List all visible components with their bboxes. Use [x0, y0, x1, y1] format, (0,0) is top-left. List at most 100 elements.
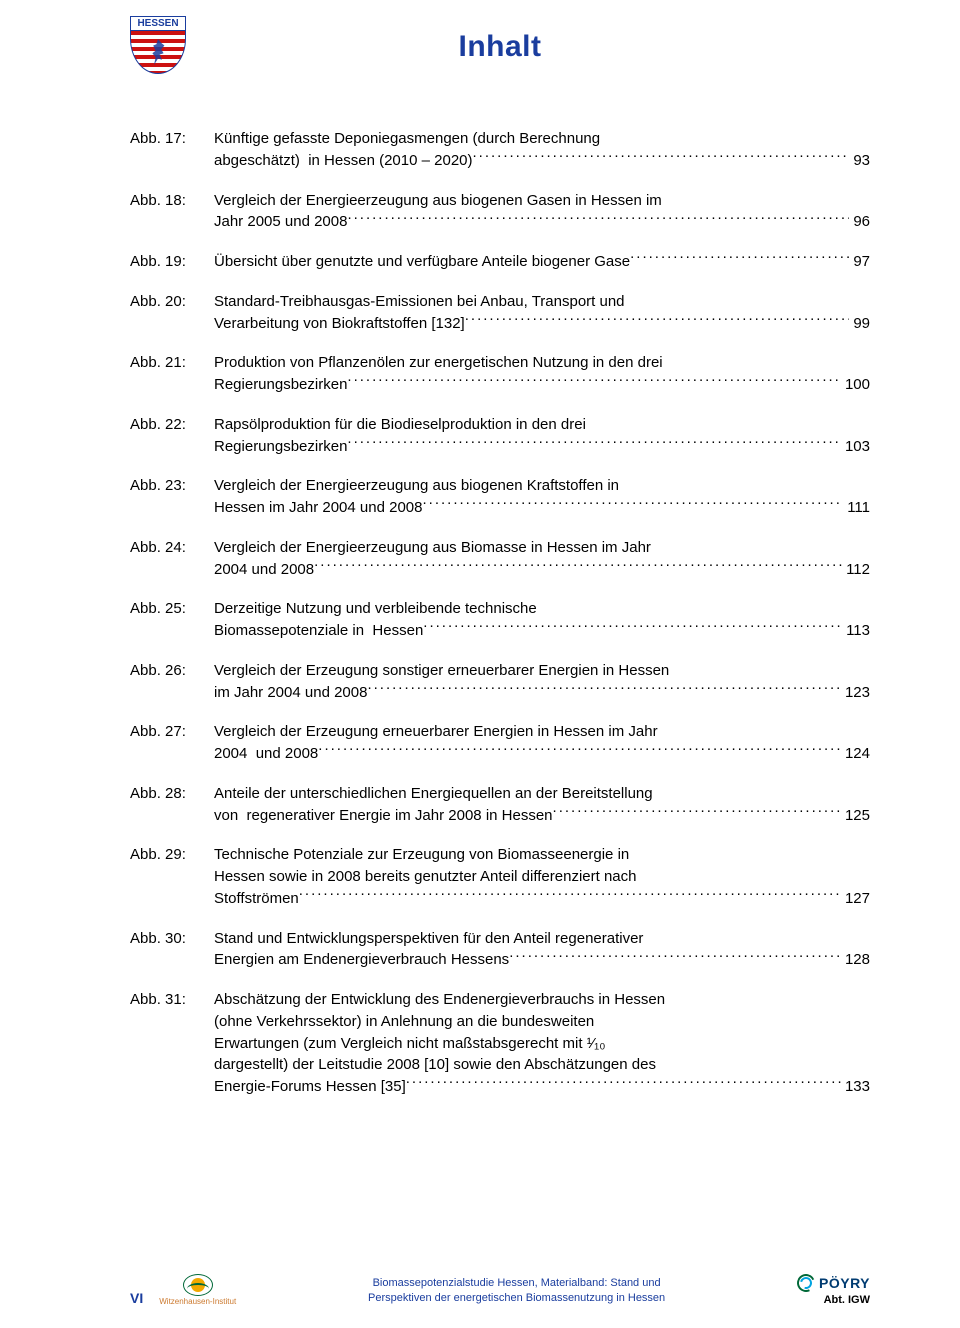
toc-entry-last-row: Übersicht über genutzte und verfügbare A… — [214, 251, 870, 273]
toc-entry-last-row: Hessen im Jahr 2004 und 2008 111 — [214, 497, 870, 519]
toc-entry-last-row: Regierungsbezirken 100 — [214, 374, 870, 396]
toc-entry-last-row: im Jahr 2004 und 2008 123 — [214, 682, 870, 704]
hessen-crest-icon: HESSEN — [130, 16, 186, 78]
footer-center-line1: Biomassepotenzialstudie Hessen, Material… — [236, 1276, 797, 1291]
toc-entry-last-text: Biomassepotenziale in Hessen — [214, 620, 423, 642]
toc-entry-label: Abb. 28: — [130, 783, 214, 805]
witzenhausen-logo-icon: Witzenhausen-Institut — [159, 1274, 236, 1306]
toc-entry-page: 93 — [849, 150, 870, 172]
toc-entry-line: Vergleich der Erzeugung sonstiger erneue… — [214, 660, 870, 682]
toc-entry-body: Vergleich der Energieerzeugung aus bioge… — [214, 475, 870, 519]
dot-leader — [367, 682, 841, 697]
toc-entry-label: Abb. 19: — [130, 251, 214, 273]
toc-entry-body: Vergleich der Erzeugung sonstiger erneue… — [214, 660, 870, 704]
toc-entry-last-text: Hessen im Jahr 2004 und 2008 — [214, 497, 422, 519]
toc-entry: Abb. 29:Technische Potenziale zur Erzeug… — [130, 844, 870, 909]
toc-entry-line: Vergleich der Energieerzeugung aus Bioma… — [214, 537, 870, 559]
page-number: VI — [130, 1290, 143, 1306]
toc-entry-label: Abb. 24: — [130, 537, 214, 559]
toc-entry-body: Vergleich der Energieerzeugung aus Bioma… — [214, 537, 870, 581]
toc-entry-page: 128 — [841, 949, 870, 971]
toc-entry: Abb. 22:Rapsölproduktion für die Biodies… — [130, 414, 870, 458]
footer-right: PÖYRY Abt. IGW — [797, 1274, 870, 1306]
toc-entry-last-text: im Jahr 2004 und 2008 — [214, 682, 367, 704]
poyry-swirl-icon — [797, 1274, 815, 1292]
toc-entry: Abb. 17:Künftige gefasste Deponiegasmeng… — [130, 128, 870, 172]
toc-entry-body: Anteile der unterschiedlichen Energieque… — [214, 783, 870, 827]
toc-entry-page: 100 — [841, 374, 870, 396]
toc-entry-last-text: Energien am Endenergieverbrauch Hessens — [214, 949, 509, 971]
crest-label: HESSEN — [130, 16, 186, 30]
dot-leader — [314, 559, 842, 574]
dot-leader — [423, 620, 842, 635]
toc-entry-last-text: abgeschätzt) in Hessen (2010 – 2020) — [214, 150, 473, 172]
dot-leader — [553, 805, 841, 820]
toc-entry-last-row: Energie-Forums Hessen [35] 133 — [214, 1076, 870, 1098]
toc-entry-last-text: Verarbeitung von Biokraftstoffen [132] — [214, 313, 465, 335]
toc-entry-page: 96 — [849, 211, 870, 233]
toc-entry-body: Derzeitige Nutzung und verbleibende tech… — [214, 598, 870, 642]
poyry-logo: PÖYRY — [797, 1274, 870, 1292]
shield-icon — [130, 30, 186, 74]
toc-entry-label: Abb. 30: — [130, 928, 214, 950]
toc-entry-page: 99 — [849, 313, 870, 335]
toc-entry-last-text: Jahr 2005 und 2008 — [214, 211, 347, 233]
dot-leader — [318, 743, 841, 758]
dot-leader — [630, 251, 849, 266]
toc-entry-body: Stand und Entwicklungsperspektiven für d… — [214, 928, 870, 972]
toc-entry-body: Abschätzung der Entwicklung des Endenerg… — [214, 989, 870, 1098]
toc-entry-last-row: Stoffströmen 127 — [214, 888, 870, 910]
toc-entry-body: Standard-Treibhausgas-Emissionen bei Anb… — [214, 291, 870, 335]
toc-entry-page: 97 — [849, 251, 870, 273]
toc-entry: Abb. 26:Vergleich der Erzeugung sonstige… — [130, 660, 870, 704]
footer-left: VI Witzenhausen-Institut — [130, 1274, 236, 1306]
toc-entry-line: Hessen sowie in 2008 bereits genutzter A… — [214, 866, 870, 888]
toc-entry-body: Übersicht über genutzte und verfügbare A… — [214, 251, 870, 273]
dot-leader — [347, 436, 841, 451]
document-page: HESSEN Inhalt Abb. 17:Künftige gefasste … — [0, 0, 960, 1328]
toc-entry-line: (ohne Verkehrssektor) in Anlehnung an di… — [214, 1011, 870, 1033]
toc-entry: Abb. 27:Vergleich der Erzeugung erneuerb… — [130, 721, 870, 765]
toc-entry-label: Abb. 20: — [130, 291, 214, 313]
toc-entry: Abb. 19:Übersicht über genutzte und verf… — [130, 251, 870, 273]
toc-entry-body: Vergleich der Energieerzeugung aus bioge… — [214, 190, 870, 234]
dot-leader — [406, 1076, 841, 1091]
toc-entry-label: Abb. 29: — [130, 844, 214, 866]
toc-entry-body: Produktion von Pflanzenölen zur energeti… — [214, 352, 870, 396]
toc-entry: Abb. 28:Anteile der unterschiedlichen En… — [130, 783, 870, 827]
toc-entry-last-row: 2004 und 2008 124 — [214, 743, 870, 765]
toc-entry-label: Abb. 25: — [130, 598, 214, 620]
toc-entry-line: Künftige gefasste Deponiegasmengen (durc… — [214, 128, 870, 150]
witzenhausen-label: Witzenhausen-Institut — [159, 1297, 236, 1306]
toc-entry-line: Vergleich der Energieerzeugung aus bioge… — [214, 475, 870, 497]
toc-entry-last-row: 2004 und 2008 112 — [214, 559, 870, 581]
toc-entry-last-row: von regenerativer Energie im Jahr 2008 i… — [214, 805, 870, 827]
toc-entry-last-text: von regenerativer Energie im Jahr 2008 i… — [214, 805, 553, 827]
toc-entry-last-row: Verarbeitung von Biokraftstoffen [132] 9… — [214, 313, 870, 335]
toc-entry-page: 111 — [843, 497, 870, 519]
toc-entry: Abb. 21:Produktion von Pflanzenölen zur … — [130, 352, 870, 396]
toc-entry-last-row: Energien am Endenergieverbrauch Hessens … — [214, 949, 870, 971]
toc-entry-label: Abb. 17: — [130, 128, 214, 150]
toc-entry: Abb. 24:Vergleich der Energieerzeugung a… — [130, 537, 870, 581]
toc-entry-label: Abb. 22: — [130, 414, 214, 436]
toc-entry-page: 123 — [841, 682, 870, 704]
toc-entry-label: Abb. 23: — [130, 475, 214, 497]
toc-entry-body: Künftige gefasste Deponiegasmengen (durc… — [214, 128, 870, 172]
toc-entry-line: Erwartungen (zum Vergleich nicht maßstab… — [214, 1033, 870, 1055]
toc-entry-label: Abb. 26: — [130, 660, 214, 682]
page-title: Inhalt — [130, 30, 870, 64]
dot-leader — [347, 211, 849, 226]
toc-entry: Abb. 18:Vergleich der Energieerzeugung a… — [130, 190, 870, 234]
toc-entry-page: 103 — [841, 436, 870, 458]
toc-entry-last-text: 2004 und 2008 — [214, 743, 318, 765]
toc-entry-body: Rapsölproduktion für die Biodieselproduk… — [214, 414, 870, 458]
toc-entry-last-text: Stoffströmen — [214, 888, 299, 910]
toc-entry: Abb. 30:Stand und Entwicklungsperspektiv… — [130, 928, 870, 972]
page-footer: VI Witzenhausen-Institut Biomassepotenzi… — [0, 1274, 960, 1306]
toc-entry-page: 124 — [841, 743, 870, 765]
toc-entry: Abb. 31:Abschätzung der Entwicklung des … — [130, 989, 870, 1098]
toc-entry-last-text: Regierungsbezirken — [214, 436, 347, 458]
footer-center-line2: Perspektiven der energetischen Biomassen… — [236, 1291, 797, 1306]
toc-entry-label: Abb. 31: — [130, 989, 214, 1011]
